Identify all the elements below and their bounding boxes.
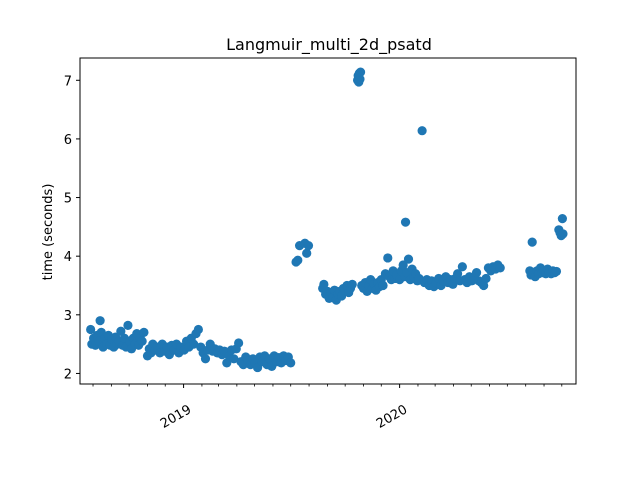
y-tick-label: 2 [64,367,72,382]
data-point [139,327,149,337]
data-point [229,354,239,364]
data-point [398,260,408,270]
data-point [551,266,562,277]
data-point [557,214,567,224]
data-point [495,263,505,273]
data-point [378,280,388,291]
data-point [481,273,491,284]
y-axis-ticks: 2 3 4 5 6 7 [64,74,80,382]
y-tick-label: 7 [64,74,72,89]
y-tick-label: 3 [64,309,72,324]
data-point [471,268,482,278]
y-axis-label: time (seconds) [41,184,56,281]
data-point [286,358,296,368]
data-point [95,316,105,326]
data-point [457,262,467,272]
data-point [558,229,568,239]
data-point [355,67,366,77]
y-tick-label: 6 [64,133,72,148]
data-point [116,326,126,336]
data-point [355,74,365,84]
x-tick-label: 2020 [374,402,410,432]
data-point [86,324,96,335]
data-point [479,280,489,291]
y-tick-label: 5 [64,192,72,207]
chart-title: Langmuir_multi_2d_psatd [226,35,432,55]
data-point [453,269,463,279]
plot-frame [79,57,577,385]
x-tick-label: 2019 [158,402,194,432]
data-point [222,358,232,368]
x-axis-ticks: 2019 2020 [92,384,563,432]
data-point [189,339,199,349]
data-point [303,241,314,251]
data-points [86,67,568,373]
data-point [347,279,357,289]
data-point [302,248,312,258]
data-point [200,354,211,364]
data-point [234,338,244,348]
data-point [293,255,303,265]
data-point [403,254,414,264]
data-point [527,237,537,247]
data-point [123,320,133,330]
data-point [137,336,147,346]
data-point [383,253,393,263]
data-point [193,324,203,335]
y-tick-label: 4 [64,250,72,265]
data-point [417,126,427,136]
data-point [400,217,411,227]
data-point [319,279,329,289]
